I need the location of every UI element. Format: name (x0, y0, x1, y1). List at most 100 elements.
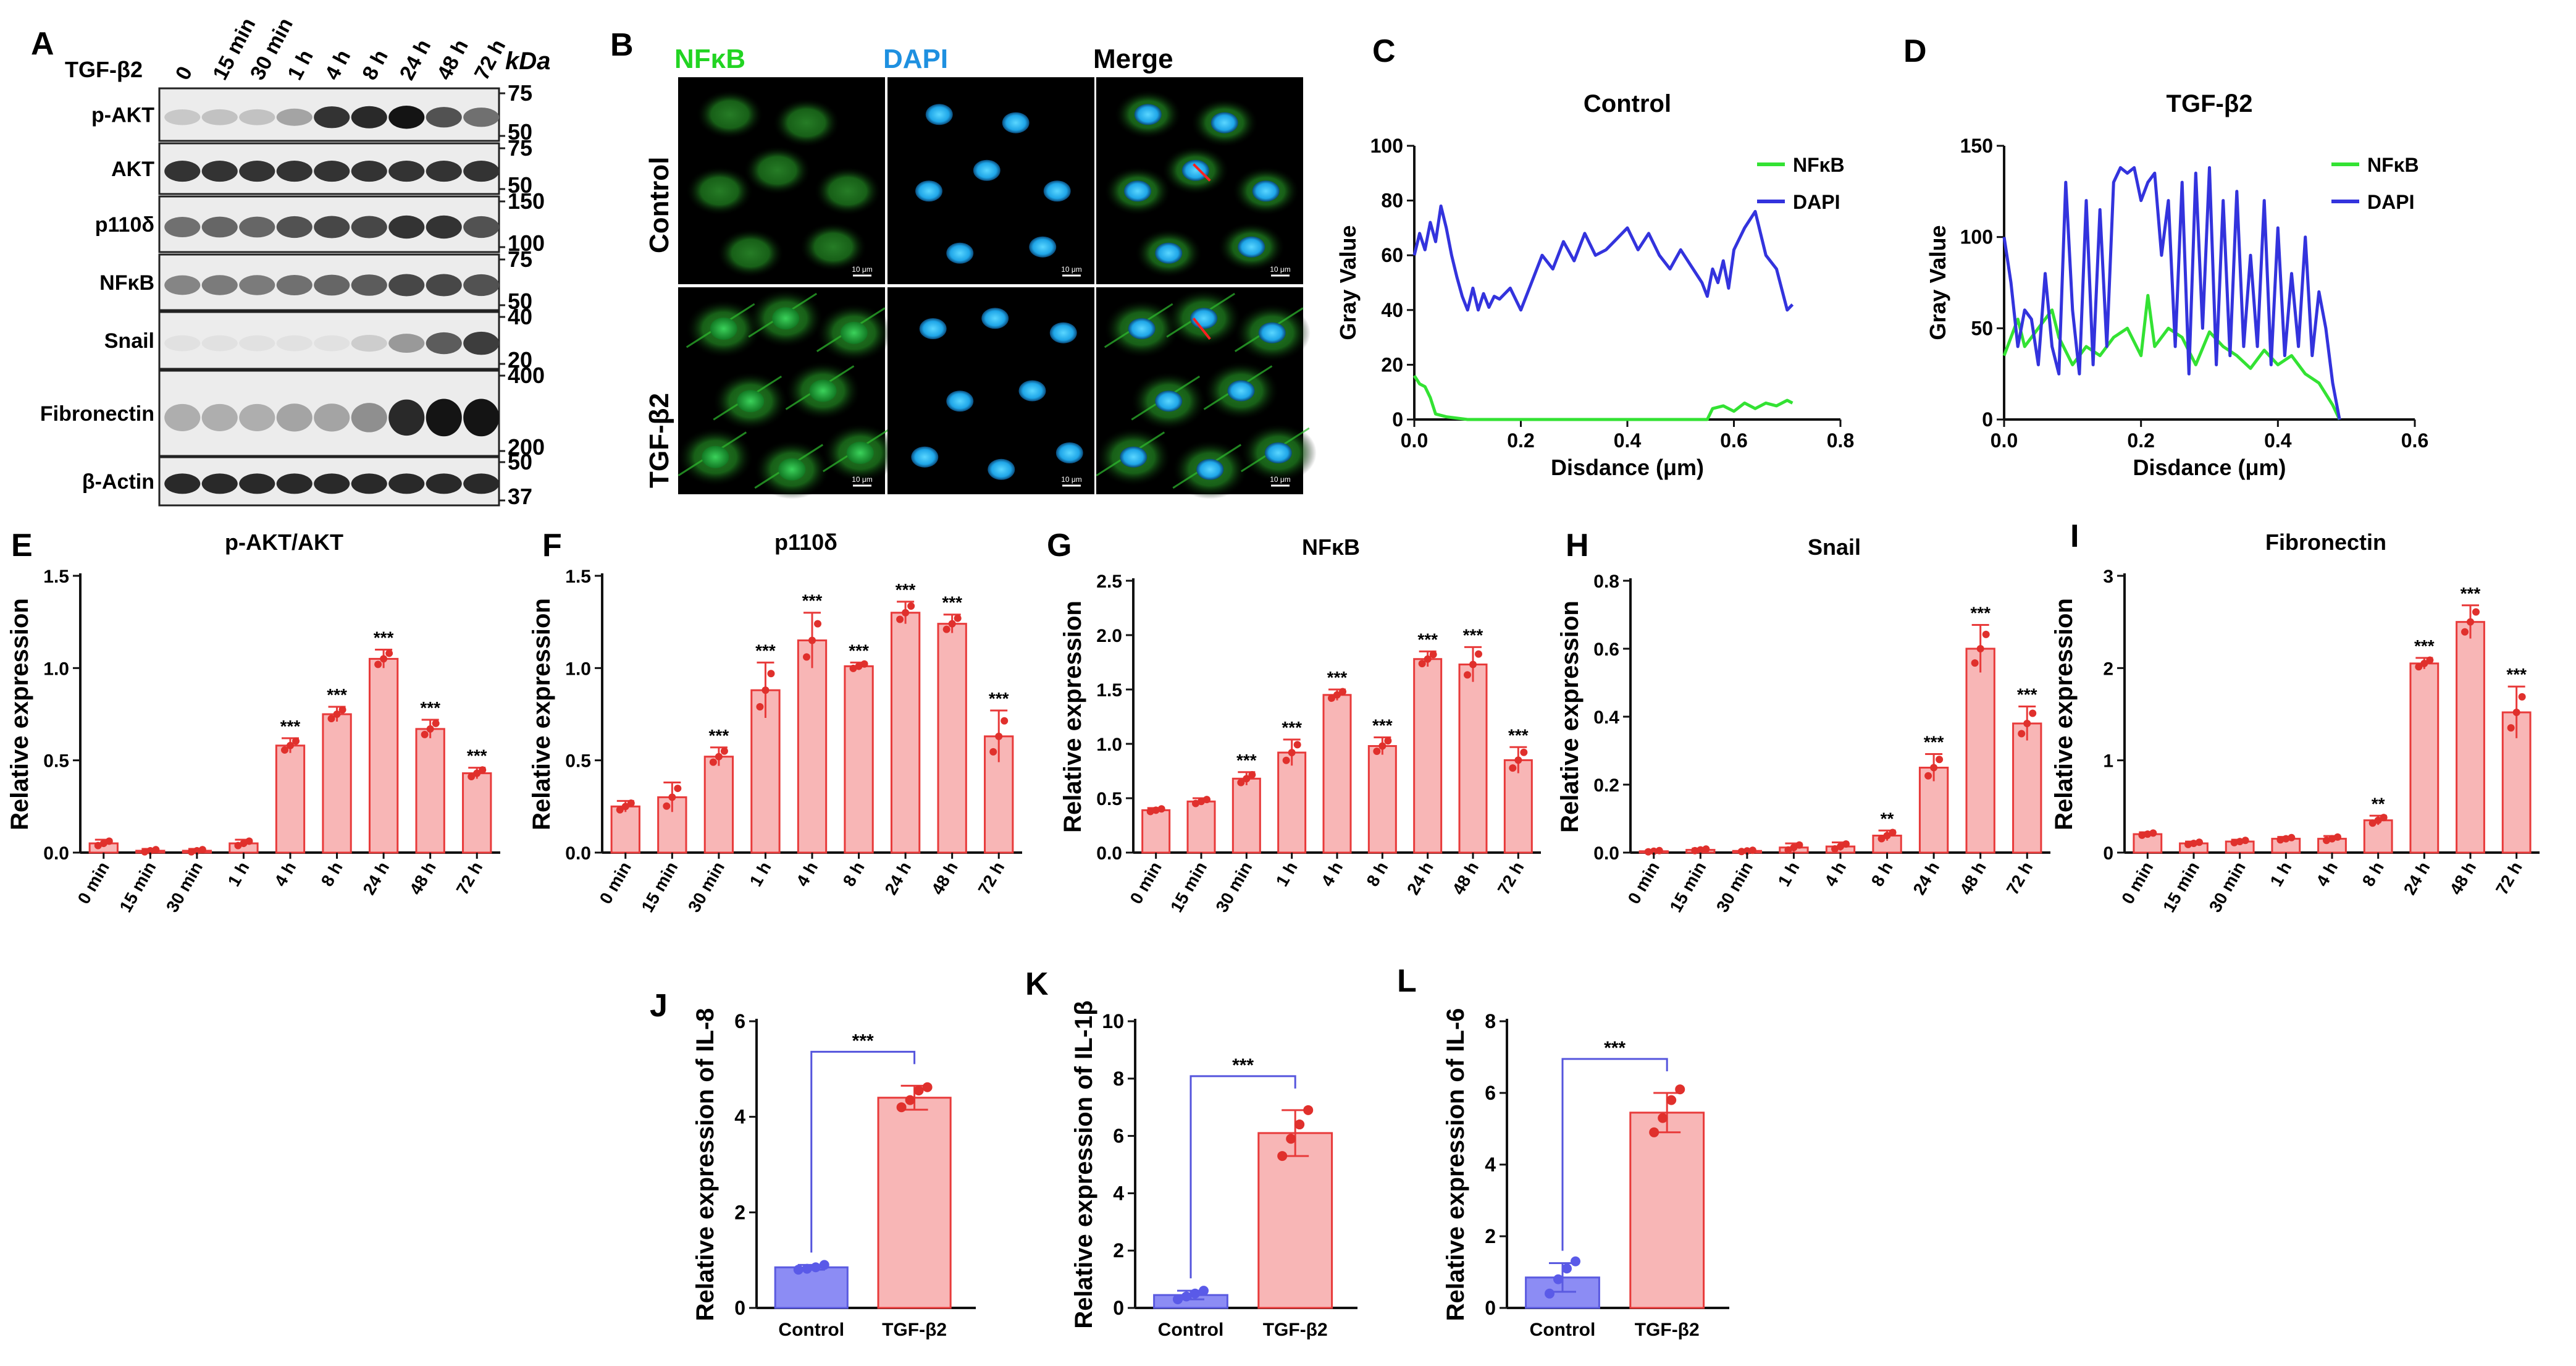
blot-rows: p-AKT7550AKT7550p110δ150100NFκB7550Snail… (40, 80, 545, 509)
column-label-nfkb: NFκB (674, 44, 745, 74)
data-point (1198, 798, 1205, 806)
nucleus (1049, 322, 1077, 344)
nucleus (1120, 446, 1147, 468)
significance-label: ** (1881, 809, 1894, 828)
data-point (1831, 845, 1839, 853)
y-tick-label: 2 (2103, 659, 2113, 679)
data-point (814, 620, 821, 628)
data-point (2276, 836, 2284, 844)
x-tick-label: Control (778, 1320, 844, 1340)
nucleus (1043, 180, 1071, 202)
chart-title: Control (1584, 90, 1671, 117)
y-tick-label: 100 (1960, 226, 1993, 248)
blot-band (314, 403, 350, 432)
data-point (1001, 717, 1009, 725)
data-point (1475, 650, 1482, 658)
panel-letter-d: D (1903, 33, 1927, 69)
data-point (896, 1102, 907, 1113)
blot-band (314, 161, 350, 182)
data-point (1248, 770, 1256, 778)
x-axis-label: Disdance (μm) (1551, 455, 1704, 480)
nucleus (846, 442, 874, 464)
panel-letter-l: L (1397, 963, 1417, 999)
y-tick-label: 1.0 (565, 659, 591, 679)
data-point (2241, 837, 2249, 845)
nucleus (702, 445, 729, 468)
y-tick-label: 0 (1982, 408, 1993, 431)
nucleus (1029, 236, 1057, 258)
blot-band (351, 161, 387, 182)
x-tick-label: 8 h (839, 859, 868, 890)
panel-letter-b: B (610, 27, 634, 63)
data-point (1644, 848, 1652, 856)
blot-band (164, 473, 201, 494)
data-point (1790, 843, 1798, 851)
x-tick-label: 0.8 (1827, 429, 1854, 452)
blot-band (463, 274, 500, 297)
significance-label: *** (1463, 625, 1483, 644)
x-tick-label: 24 h (2400, 859, 2434, 898)
x-tick-label: 72 h (453, 859, 487, 898)
data-point (860, 660, 868, 668)
y-tick-label: 2 (734, 1201, 745, 1223)
data-point (94, 841, 102, 850)
nucleus (1155, 390, 1183, 412)
x-tick-label: 1 h (1774, 859, 1803, 890)
blot-band (388, 215, 425, 239)
data-point (2230, 838, 2238, 846)
y-tick-label: 10 (1102, 1010, 1124, 1032)
x-axis-label: Disdance (μm) (2133, 455, 2286, 480)
data-point (333, 710, 341, 718)
y-tick-label: 20 (1381, 353, 1403, 376)
x-tick-label: 72 h (2492, 859, 2526, 898)
data-point (234, 841, 242, 850)
data-point (1181, 1291, 1191, 1302)
blot-row-label: AKT (111, 158, 154, 181)
data-point (338, 706, 346, 714)
data-point (720, 747, 728, 755)
panel-letter-g: G (1047, 528, 1072, 563)
panel-letter-i: I (2070, 518, 2079, 554)
blot-band (201, 109, 238, 125)
data-point (1509, 764, 1517, 772)
blot-band (239, 109, 275, 125)
blot-band (276, 216, 313, 238)
micrograph: 10 μm (887, 77, 1094, 284)
data-point (1655, 846, 1663, 854)
data-point (1333, 691, 1341, 699)
profile-line (1192, 318, 1211, 340)
y-tick-label: 0.4 (1593, 707, 1619, 728)
nucleus (1155, 242, 1183, 264)
data-point (810, 1262, 821, 1273)
micrograph: 10 μm (677, 287, 899, 499)
data-point (327, 715, 335, 723)
data-point (715, 753, 723, 761)
blot-band (426, 332, 462, 355)
data-point (819, 1260, 829, 1270)
data-point (793, 1265, 803, 1275)
x-tick-label: 0.4 (1614, 429, 1642, 452)
y-tick-label: 0.0 (1593, 843, 1619, 864)
bar (797, 639, 828, 854)
bar (844, 665, 874, 854)
lane-label: 4 h (321, 46, 356, 84)
data-point (922, 1082, 933, 1092)
blot-band (201, 403, 238, 431)
blot-band (201, 275, 238, 295)
x-tick-label: 0.6 (2401, 429, 2428, 452)
series-line-dapi (1412, 204, 1794, 312)
x-tick-label: TGF-β2 (1635, 1320, 1700, 1340)
y-tick-label: 0.0 (43, 843, 69, 864)
x-tick-label: 0.6 (1720, 429, 1747, 452)
data-point (385, 649, 393, 657)
y-tick-label: 2 (1113, 1239, 1124, 1262)
bar (1413, 658, 1443, 854)
x-tick-label: 30 min (162, 859, 206, 916)
nucleus (925, 104, 953, 125)
blot-band (388, 274, 425, 297)
comparison-significance: *** (1232, 1055, 1254, 1076)
cell-cytoplasm (772, 98, 841, 148)
blot-band (463, 216, 500, 238)
